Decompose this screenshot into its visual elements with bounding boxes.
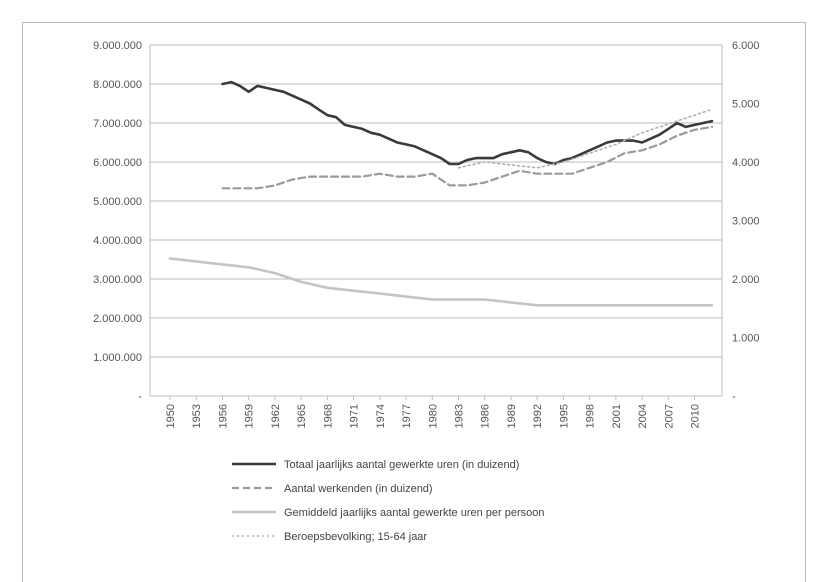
left-tick-label: 1.000.000 — [93, 352, 142, 364]
x-tick-label: 1980 — [427, 404, 439, 428]
x-axis-ticks: 1950 1953 1956 1959 1962 1965 1968 1971 1974 1977… — [165, 396, 702, 428]
left-tick-label: 3.000.000 — [93, 274, 142, 286]
x-tick-label: 1953 — [191, 404, 203, 428]
left-tick-label: 5.000.000 — [93, 196, 142, 208]
legend-label: Beroepsbevolking; 15-64 jaar — [284, 531, 427, 543]
x-tick-label: 1992 — [532, 404, 544, 428]
right-axis-ticks: - 1.000 2.000 3.000 4.000 5.000 6.000 — [732, 40, 760, 403]
x-tick-label: 1959 — [244, 404, 256, 428]
left-axis-ticks: - 1.000.000 2.000.000 3.000.000 4.000.000 5.0… — [93, 40, 142, 403]
x-tick-label: 1983 — [453, 404, 465, 428]
legend-label: Gemiddeld jaarlijks aantal gewerkte uren… — [284, 507, 544, 519]
legend-label: Totaal jaarlijks aantal gewerkte uren (i… — [284, 459, 519, 471]
series-line-1 — [221, 80, 714, 166]
x-tick-label: 1968 — [322, 404, 334, 428]
x-tick-label: 1998 — [585, 404, 597, 428]
x-tick-label: 1989 — [506, 404, 518, 428]
left-tick-label: 2.000.000 — [93, 313, 142, 325]
x-tick-label: 1962 — [270, 404, 282, 428]
legend: Totaal jaarlijks aantal gewerkte uren (i… — [232, 459, 544, 543]
series-layer — [168, 80, 714, 307]
x-tick-label: 1986 — [480, 404, 492, 428]
x-tick-label: 1971 — [349, 404, 361, 428]
series-line-4 — [457, 108, 713, 169]
x-tick-label: 1974 — [375, 404, 387, 428]
left-tick-label: 8.000.000 — [93, 79, 142, 91]
chart-frame — [22, 22, 806, 582]
x-tick-label: 1956 — [217, 404, 229, 428]
x-tick-label: 2001 — [611, 404, 623, 428]
series-line-3 — [168, 257, 714, 307]
left-tick-label: 4.000.000 — [93, 235, 142, 247]
left-tick-label: 7.000.000 — [93, 118, 142, 130]
x-tick-label: 2007 — [663, 404, 675, 428]
right-tick-label: 5.000 — [732, 99, 760, 111]
right-tick-label: 1.000 — [732, 333, 760, 345]
grid-lines — [149, 44, 723, 397]
right-tick-label: 2.000 — [732, 274, 760, 286]
x-tick-label: 1977 — [401, 404, 413, 428]
x-tick-label: 2010 — [690, 404, 702, 428]
series-line-2 — [221, 125, 714, 190]
x-tick-label: 1965 — [296, 404, 308, 428]
x-tick-label: 2004 — [637, 404, 649, 428]
right-tick-label: 6.000 — [732, 40, 760, 52]
left-tick-label: 9.000.000 — [93, 40, 142, 52]
x-tick-label: 1995 — [558, 404, 570, 428]
left-tick-label: 6.000.000 — [93, 157, 142, 169]
left-tick-label: - — [138, 391, 142, 403]
right-tick-label: 3.000 — [732, 216, 760, 228]
legend-label: Aantal werkenden (in duizend) — [284, 483, 433, 495]
right-tick-label: 4.000 — [732, 157, 760, 169]
right-tick-label: - — [732, 391, 736, 403]
x-tick-label: 1950 — [165, 404, 177, 428]
